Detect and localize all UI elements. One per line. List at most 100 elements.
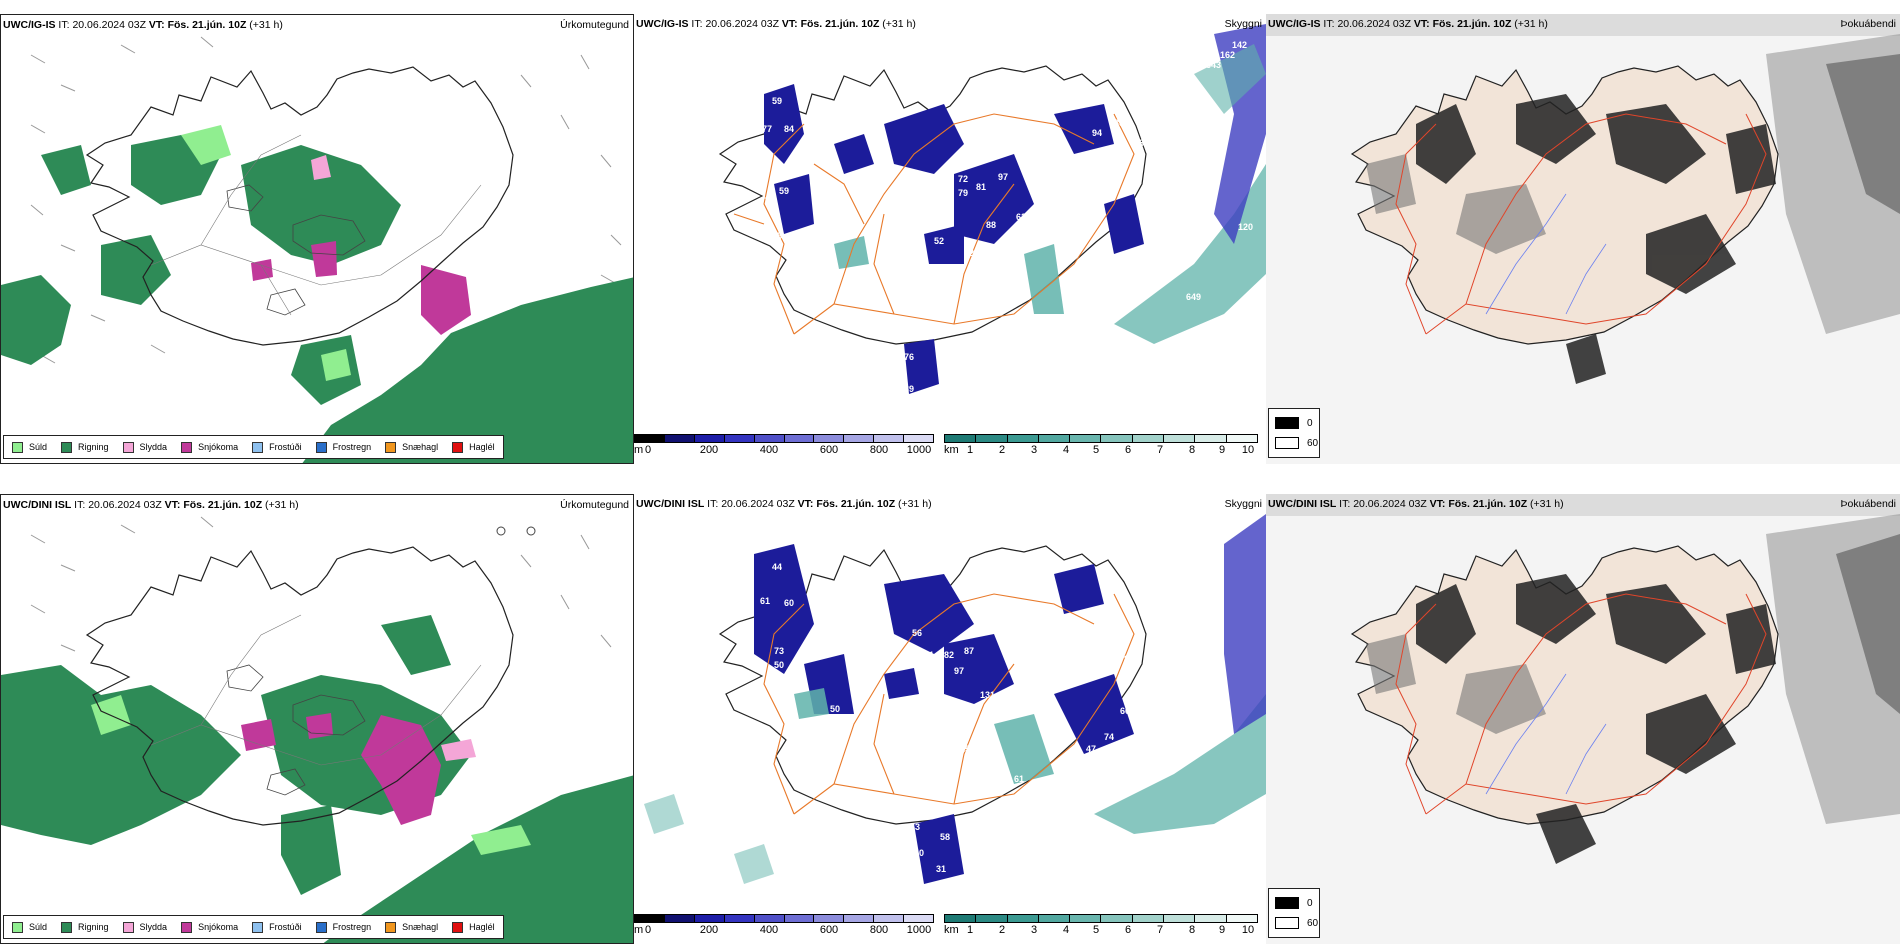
- legend-item: Snæhagl: [385, 441, 438, 453]
- vis-number: 66: [754, 664, 764, 674]
- legend-swatch-snow-pellets: [385, 441, 397, 453]
- fog-indicator-panel-bottom: UWC/DINI ISL IT: 20.06.2024 03Z VT: Fös.…: [1266, 494, 1900, 944]
- legend-swatch-rain: [61, 441, 73, 453]
- vis-number: 72: [958, 174, 968, 184]
- vis-number: 162: [1220, 50, 1235, 60]
- legend-item: Haglél: [452, 921, 495, 933]
- legend-item: Slydda: [122, 921, 167, 933]
- vis-number: 61: [1014, 774, 1024, 784]
- roads: [763, 593, 1135, 815]
- precip-legend: Súld Rigning Slydda Snjókoma Frostúði Fr…: [3, 435, 504, 459]
- vis-number: 84: [784, 124, 794, 134]
- vis-number: 88: [986, 220, 996, 230]
- height-unit: m: [634, 924, 644, 936]
- legend-swatch-freezing-rain: [315, 441, 327, 453]
- visibility-panel-top: UWC/IG-IS IT: 20.06.2024 03Z VT: Fös. 21…: [634, 14, 1266, 464]
- vis-number: 63: [910, 822, 920, 832]
- medium-visibility-areas: [794, 688, 1054, 784]
- vis-number: 83: [1134, 138, 1144, 148]
- vis-number: 142: [1232, 40, 1247, 50]
- panel-header: UWC/DINI ISL IT: 20.06.2024 03Z VT: Fös.…: [3, 499, 299, 511]
- vis-number: 134: [990, 774, 1005, 784]
- legend-swatch-hail: [452, 441, 464, 453]
- vis-number: 81: [976, 182, 986, 192]
- vis-number: 58: [940, 832, 950, 842]
- vis-number: 80: [1088, 262, 1098, 272]
- visibility-ticks: 1 2 3 4 5 6 7 8 9 10: [966, 924, 1255, 936]
- fog-map: [1266, 514, 1900, 944]
- vis-number: 131: [980, 690, 995, 700]
- vis-number: 94: [1092, 128, 1102, 138]
- visibility-panel-bottom: UWC/DINI ISL IT: 20.06.2024 03Z VT: Fös.…: [634, 494, 1266, 944]
- panel-header: UWC/IG-IS IT: 20.06.2024 03Z VT: Fös. 21…: [3, 19, 283, 31]
- vis-number: 52: [934, 236, 944, 246]
- panel-type-title: Úrkomutegund: [560, 499, 629, 511]
- vis-number: 76: [904, 352, 914, 362]
- height-unit: m: [634, 444, 644, 456]
- visibility-scale: 1 2 3 4 5 6 7 8 9 10 km: [944, 914, 1258, 937]
- fog-indicator-panel-top: UWC/IG-IS IT: 20.06.2024 03Z VT: Fös. 21…: [1266, 14, 1900, 464]
- legend-item: Súld: [12, 441, 47, 453]
- legend-item: Snjókoma: [181, 441, 238, 453]
- panel-type-title: Þokuábendi: [1840, 498, 1896, 510]
- vis-number: 31: [936, 864, 946, 874]
- vis-number: 55: [928, 180, 938, 190]
- wind-barbs: [30, 516, 612, 652]
- visibility-map: 59 77 84 59 79 47 95 55 72 81 79 97 62 8…: [719, 24, 1266, 394]
- vis-number: 73: [774, 646, 784, 656]
- vis-number: 56: [1064, 216, 1074, 226]
- legend-swatch-drizzle: [12, 441, 23, 453]
- visibility-colorbar: [944, 434, 1258, 443]
- legend-item: Snæhagl: [385, 921, 438, 933]
- precip-areas: [1, 125, 633, 463]
- roads: [1395, 593, 1767, 815]
- legend-item: Rigning: [61, 921, 109, 933]
- vis-number: 79: [958, 188, 968, 198]
- visibility-map: 44 61 60 73 50 66 50 56 71 82 87 97 131 …: [644, 514, 1266, 884]
- vis-number: 56: [912, 628, 922, 638]
- vis-number: 343: [1206, 60, 1221, 70]
- panel-header: UWC/IG-IS IT: 20.06.2024 03Z VT: Fös. 21…: [636, 18, 916, 30]
- legend-swatch-sleet: [122, 441, 134, 453]
- precip-map: [1, 36, 633, 463]
- vis-number: 451: [948, 708, 963, 718]
- legend-swatch-snow: [181, 921, 193, 933]
- fog-areas: [1416, 94, 1776, 384]
- legend-swatch-snow: [181, 441, 193, 453]
- fog-legend: 0 60: [1268, 408, 1320, 458]
- legend-swatch-sleet: [122, 921, 134, 933]
- vis-number: 649: [1186, 292, 1201, 302]
- vis-number: 61: [760, 596, 770, 606]
- legend-item: Haglél: [452, 441, 495, 453]
- fog-legend: 0 60: [1268, 888, 1320, 938]
- height-colorbar: [634, 914, 934, 923]
- vis-number: 71: [924, 650, 934, 660]
- fog-swatch-0: [1275, 417, 1299, 429]
- precip-map: [1, 516, 633, 943]
- legend-swatch-freezing-rain: [315, 921, 327, 933]
- vis-number: 97: [954, 666, 964, 676]
- height-scale: 0 200 400 600 800 1000 m: [634, 914, 934, 937]
- legend-item: Rigning: [61, 441, 109, 453]
- vis-number: 212: [1066, 296, 1081, 306]
- legend-item: Slydda: [122, 441, 167, 453]
- legend-swatch-snow-pellets: [385, 921, 397, 933]
- vis-number: 60: [1120, 706, 1130, 716]
- vis-number: 79: [764, 196, 774, 206]
- vis-number: 59: [779, 186, 789, 196]
- visibility-unit: km: [944, 444, 959, 456]
- panel-header: UWC/DINI ISL IT: 20.06.2024 03Z VT: Fös.…: [1268, 498, 1564, 510]
- legend-swatch-freezing-drizzle: [252, 441, 264, 453]
- vis-number: 47: [796, 228, 806, 238]
- roads: [150, 614, 482, 766]
- precip-legend: Súld Rigning Slydda Snjókoma Frostúði Fr…: [3, 915, 504, 939]
- vis-number: 95: [772, 231, 782, 241]
- panel-type-title: Skyggni: [1224, 18, 1262, 30]
- vis-number: 84: [1124, 654, 1134, 664]
- fog-map: [1266, 34, 1900, 464]
- panel-type-title: Þokuábendi: [1840, 18, 1896, 30]
- rivers: [1485, 193, 1607, 315]
- low-visibility-areas: [764, 84, 1144, 394]
- legend-item: Frostúði: [252, 921, 302, 933]
- legend-swatch-hail: [452, 921, 464, 933]
